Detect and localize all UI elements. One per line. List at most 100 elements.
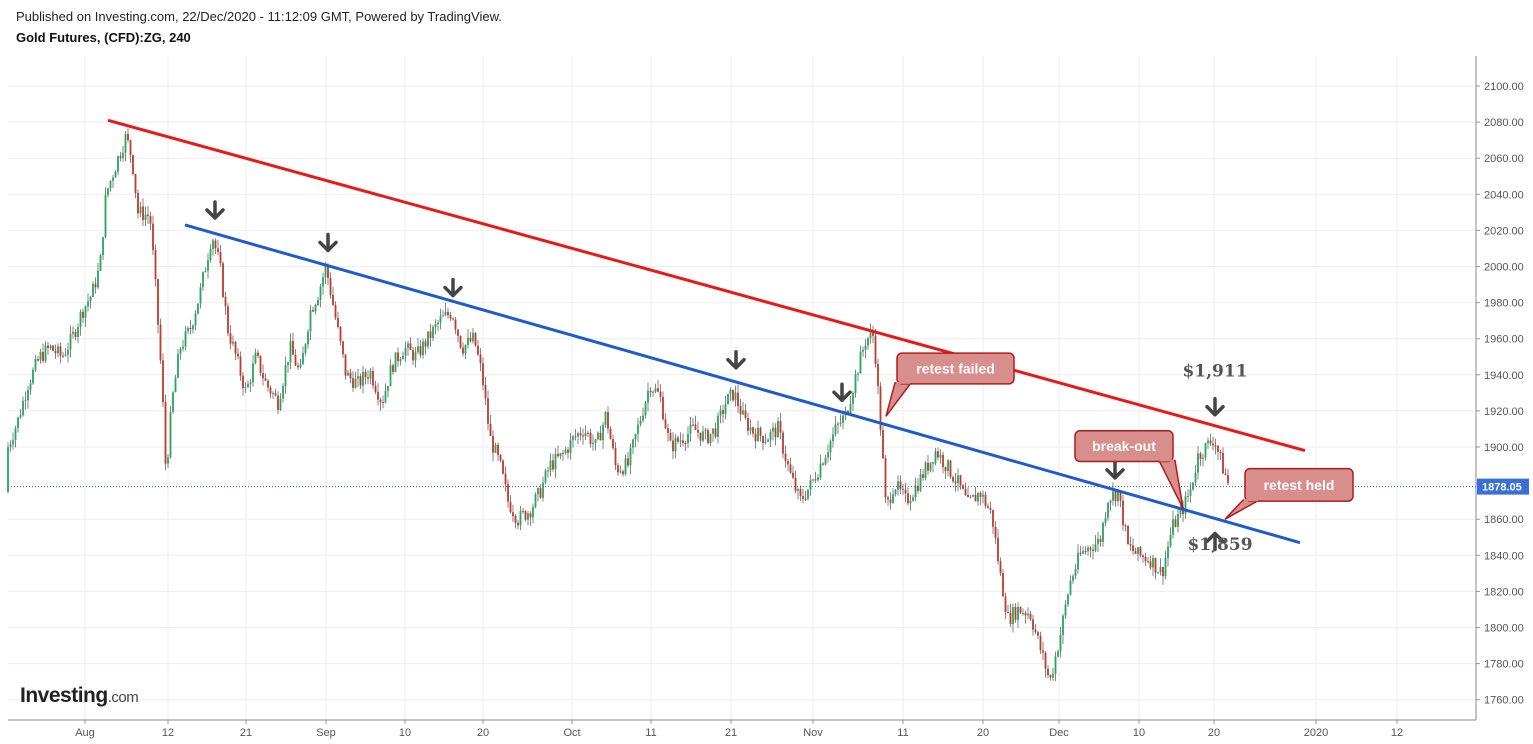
candle-body: [252, 363, 254, 383]
candle-body: [1022, 612, 1024, 614]
candle-body: [207, 259, 209, 271]
candle-body: [842, 415, 844, 423]
candle-body: [84, 306, 87, 318]
candle-body: [454, 319, 457, 330]
candle-body: [1012, 606, 1014, 625]
candle-body: [239, 356, 242, 376]
candle-body: [387, 386, 389, 391]
candle-body: [477, 345, 479, 355]
candle-body: [89, 296, 92, 302]
candle-body: [707, 430, 709, 444]
candle-body: [549, 460, 552, 471]
candle-body: [17, 417, 19, 429]
candle-body: [114, 171, 117, 178]
candle-body: [1214, 445, 1217, 447]
candle-body: [49, 345, 52, 348]
candle-body: [1189, 489, 1192, 497]
candle-body: [304, 344, 307, 353]
candle-body: [532, 507, 534, 518]
y-tick-label: 1860.00: [1484, 514, 1524, 526]
candle-body: [1219, 451, 1222, 453]
candle-body: [192, 325, 194, 330]
candle-body: [554, 453, 557, 470]
candle-body: [39, 351, 42, 361]
candle-body: [734, 392, 737, 401]
candle-body: [864, 345, 867, 350]
candle-body: [329, 277, 332, 295]
candle-body: [257, 352, 259, 356]
candle-body: [54, 350, 57, 354]
callout-tail: [1157, 459, 1184, 509]
candle-body: [1069, 580, 1072, 595]
arrow-down-icon: [726, 350, 746, 370]
x-tick-label: 12: [1391, 727, 1403, 739]
candle-body: [904, 489, 907, 494]
candle-body: [624, 458, 627, 475]
candle-body: [889, 499, 892, 503]
candle-body: [522, 510, 524, 512]
x-tick-label: Aug: [75, 727, 95, 739]
callout-break-out: break-out: [1074, 430, 1184, 509]
candle-body: [609, 428, 612, 440]
candle-body: [52, 345, 54, 351]
candle-body: [182, 346, 184, 349]
candle-body: [509, 501, 512, 513]
candle-body: [914, 485, 917, 498]
candle-body: [1202, 457, 1204, 459]
y-tick-label: 1780.00: [1484, 659, 1524, 671]
candle-body: [62, 355, 64, 357]
candle-body: [632, 439, 634, 448]
candle-body: [354, 378, 357, 388]
candle-body: [604, 411, 607, 425]
candle-body: [502, 460, 504, 474]
candle-body: [312, 309, 314, 312]
candle-body: [1094, 544, 1097, 551]
candle-body: [747, 417, 749, 431]
candle-body: [322, 277, 324, 287]
candle-body: [219, 252, 222, 264]
candle-body: [357, 376, 359, 379]
candle-body: [134, 174, 137, 193]
candle-body: [27, 389, 29, 401]
candle-body: [494, 445, 497, 453]
candle-body: [472, 332, 474, 342]
candle-body: [617, 465, 619, 473]
candle-body: [232, 341, 234, 344]
candle-body: [1099, 538, 1102, 542]
candle-body: [434, 324, 437, 327]
candle-body: [649, 390, 652, 393]
candle-body: [887, 497, 889, 500]
candle-body: [174, 377, 177, 393]
candle-body: [277, 395, 279, 410]
candle-body: [539, 488, 542, 498]
candle-body: [934, 451, 937, 464]
candle-body: [792, 472, 794, 478]
candle-body: [334, 305, 337, 319]
candle-body: [217, 248, 219, 253]
candle-body: [769, 431, 772, 440]
candle-body: [194, 313, 197, 326]
candle-body: [237, 353, 239, 357]
candle-body: [299, 364, 302, 368]
candle-body: [804, 498, 807, 500]
candle-body: [112, 177, 114, 181]
candle-body: [199, 287, 202, 304]
candle-body: [224, 296, 227, 307]
candle-body: [107, 188, 109, 195]
candle-body: [1077, 552, 1079, 570]
candle-body: [874, 335, 877, 364]
candle-body: [1047, 668, 1049, 676]
y-tick-label: 2040.00: [1484, 189, 1524, 201]
candle-body: [499, 454, 502, 461]
candle-body: [962, 485, 964, 489]
candle-body: [667, 428, 669, 434]
x-tick-label: 20: [977, 727, 989, 739]
candle-body: [1114, 491, 1117, 502]
candle-body: [822, 463, 824, 465]
candle-body: [202, 272, 204, 288]
candle-body: [949, 460, 952, 477]
candle-body: [339, 326, 342, 342]
candle-body: [692, 424, 694, 426]
x-tick-label: Oct: [563, 727, 580, 739]
